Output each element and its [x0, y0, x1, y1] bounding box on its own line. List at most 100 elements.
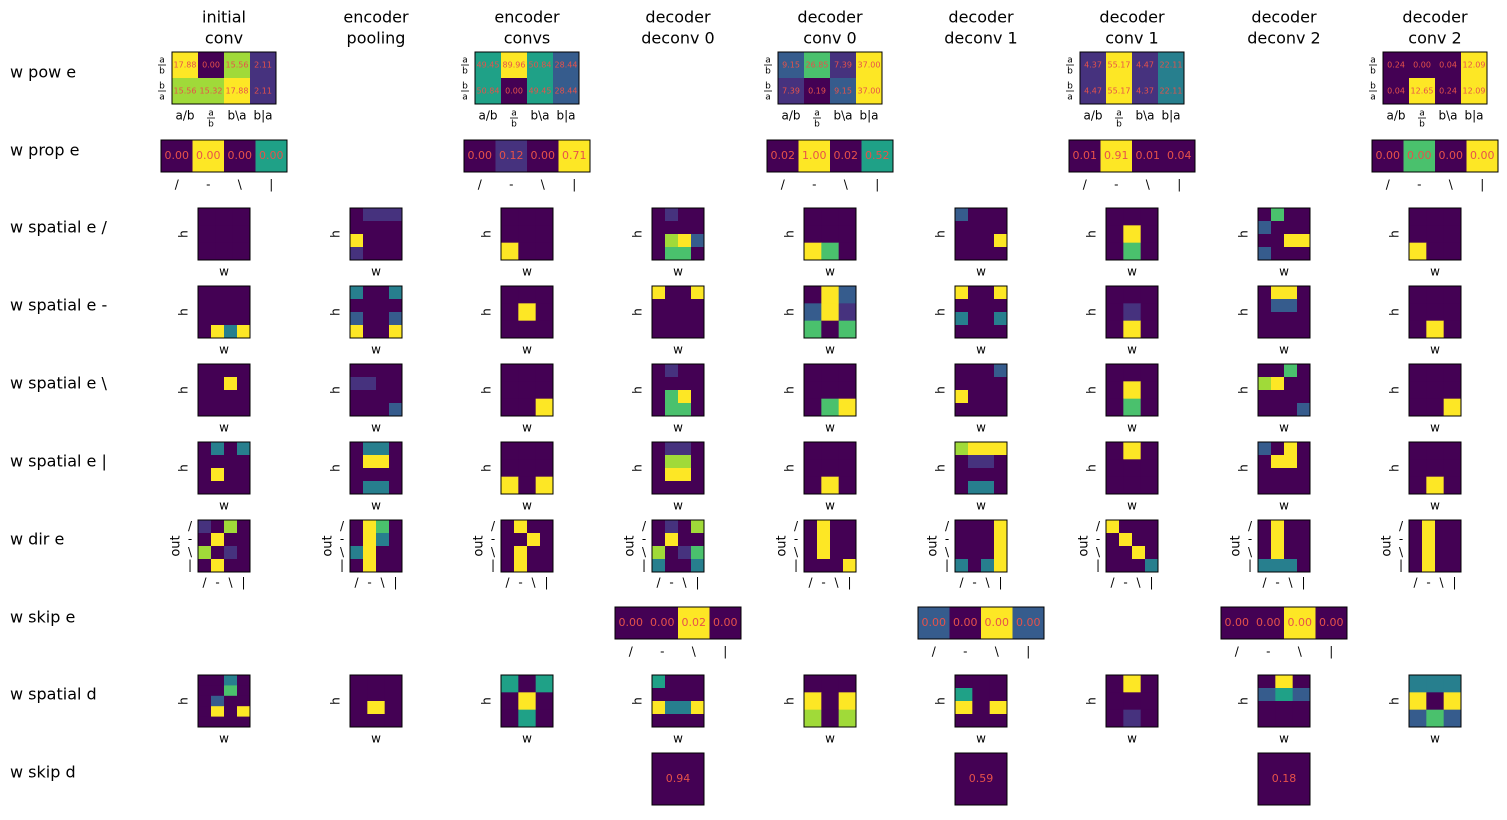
w_dir_e-decoder_conv1-cell-1-2	[1132, 533, 1146, 547]
w_spatial_d-encoder_convs-cell-1-0	[501, 692, 519, 711]
w_spatial_e_dash-decoder_deconv2-cell-3-3	[1297, 325, 1311, 339]
w_pow_e-decoder_conv2-frame	[1382, 51, 1488, 105]
w_spatial_e_slash-encoder_pooling-cell-1-0	[350, 221, 364, 235]
w_pow_e-decoder_conv2-cell-0-0	[1383, 52, 1410, 79]
w_spatial_e_dash-decoder_deconv2-cell-2-2	[1284, 312, 1298, 326]
w_spatial_e_backslash-encoder_pooling-cell-0-2	[376, 364, 390, 378]
w_spatial_e_backslash-decoder_conv0-cell-0-2	[838, 364, 857, 382]
w_spatial_e_dash-decoder_deconv0-frame	[651, 285, 705, 339]
w_prop_e-encoder_convs-cell-3	[558, 140, 591, 172]
w_spatial_e_backslash-initial_conv-xlabel: w	[219, 421, 229, 435]
w_spatial_e_slash-decoder_deconv1-cell-3-3	[994, 247, 1008, 261]
w_dir_e-initial_conv-cell-1-1	[211, 533, 225, 547]
w_dir_e-encoder_convs-xtick-1: -	[518, 576, 522, 590]
w_dir_e-encoder_pooling-cell-0-0	[350, 520, 364, 534]
w_pow_e-encoder_convs-value-1-3: 28.44	[555, 87, 578, 96]
w_pow_e-decoder_conv2-value-0-0: 0.24	[1387, 61, 1405, 70]
w_spatial_e_pipe-decoder_deconv0-cell-3-3	[691, 481, 705, 495]
w_pow_e-decoder_conv1-ytick-1: ba	[1066, 82, 1074, 103]
w_spatial_e_backslash-initial_conv-cell-0-2	[224, 364, 238, 378]
w_pow_e-encoder_convs-ytick-0-num: a	[462, 56, 468, 66]
w_prop_e-decoder_conv2-cell-1	[1403, 140, 1436, 172]
w_spatial_e_pipe-decoder_deconv0-cell-2-1	[665, 468, 679, 482]
w_spatial_e_pipe-decoder_conv1-cell-0-0	[1106, 442, 1124, 460]
w_spatial_e_backslash-decoder_conv1-cell-2-2	[1140, 398, 1159, 417]
w_spatial_e_pipe-decoder_conv0-frame	[803, 441, 857, 495]
w_spatial_e_backslash-encoder_convs: wh	[480, 363, 554, 435]
w_dir_e-encoder_convs-ytick-0: /	[491, 519, 496, 533]
w_spatial_e_pipe-decoder_conv0-cell-0-1	[821, 442, 840, 460]
w_spatial_e_dash-initial_conv-cell-0-2	[224, 286, 238, 300]
w_spatial_d-decoder_conv1-cell-0-2	[1140, 675, 1159, 693]
w_spatial_e_pipe-encoder_convs-cell-1-0	[501, 459, 519, 478]
w_spatial_e_dash-initial_conv-cell-1-0	[198, 299, 212, 313]
w_prop_e-encoder_convs-xtick-0: /	[478, 178, 483, 192]
w_spatial_e_pipe-decoder_deconv2-cell-0-0	[1258, 442, 1272, 456]
w_spatial_d-encoder_pooling-xlabel: w	[371, 732, 381, 746]
w_spatial_d-initial_conv-cell-1-1	[211, 685, 225, 697]
w_spatial_e_backslash-encoder_convs-frame	[500, 363, 554, 417]
w_spatial_e_pipe-decoder_conv0-cell-2-1	[821, 476, 840, 495]
w_pow_e-encoder_convs-cell-1-3	[553, 78, 580, 105]
w_skip_e-decoder_deconv1-cell-2	[981, 607, 1013, 639]
w_skip_e-decoder_deconv1-xtick-2: \	[995, 645, 1000, 659]
w_dir_e-decoder_conv1-cell-0-0	[1106, 520, 1120, 534]
w_spatial_e_pipe-decoder_deconv0-cell-1-3	[691, 455, 705, 469]
w_pow_e-decoder_conv2-value-1-1: 12.65	[1411, 87, 1434, 96]
w_spatial_e_slash-decoder_deconv1-cell-0-2	[981, 208, 995, 222]
w_pow_e-decoder_conv0-ytick-1: ba	[764, 82, 772, 103]
w_prop_e-decoder_conv2-cell-3	[1466, 140, 1499, 172]
w_prop_e-decoder_conv2-xtick-3: |	[1480, 178, 1484, 192]
w_dir_e-encoder_pooling-cell-0-1	[363, 520, 377, 534]
w_pow_e-decoder_conv1-ytick-0: ab	[1066, 56, 1074, 77]
w_dir_e-decoder_deconv0-cell-3-1	[665, 559, 679, 573]
w_spatial_e_slash-decoder_conv2-cell-0-1	[1426, 208, 1445, 226]
w_pow_e-decoder_conv0-xtick-1-den: b	[814, 120, 820, 130]
row-label-w_spatial_d: w spatial d	[10, 685, 97, 704]
w_pow_e-encoder_convs-cell-0-2	[527, 52, 554, 79]
w_spatial_e_slash-decoder_deconv0-cell-1-1	[665, 221, 679, 235]
w_spatial_e_dash-decoder_deconv0-cell-0-1	[665, 286, 679, 300]
w_spatial_e_dash-decoder_deconv2-cell-1-2	[1284, 299, 1298, 313]
w_spatial_d-decoder_conv2: wh	[1388, 674, 1462, 746]
col-title-initial_conv-l1: initial	[202, 8, 246, 27]
w_spatial_e_dash-decoder_deconv1-cell-3-2	[981, 325, 995, 339]
w_spatial_e_dash-encoder_pooling-cell-2-1	[363, 312, 377, 326]
w_spatial_e_dash-decoder_conv0-cell-2-1	[821, 320, 840, 339]
w_spatial_d-decoder_deconv1-cell-0-2	[989, 675, 1008, 689]
w_spatial_e_slash-encoder_convs-cell-1-1	[518, 225, 537, 244]
w_prop_e-decoder_conv1-xtick-1: -	[1114, 178, 1118, 192]
w_dir_e-initial_conv-ylabel: out	[169, 535, 184, 556]
w_skip_e-decoder_deconv0-cell-1	[646, 607, 679, 639]
w_spatial_e_backslash-initial_conv-ylabel: h	[177, 386, 191, 394]
w_spatial_e_backslash-initial_conv-cell-0-3	[237, 364, 251, 378]
w_dir_e-encoder_pooling: //--\\||out	[321, 519, 403, 590]
w_spatial_e_pipe-decoder_conv0-cell-0-0	[804, 442, 822, 460]
w_pow_e-decoder_conv0-xtick-1-num: a	[814, 109, 820, 119]
w_spatial_d-decoder_conv0-cell-1-1	[821, 692, 840, 711]
w_spatial_e_backslash-decoder_deconv2-cell-3-3	[1297, 403, 1311, 417]
w_spatial_d-initial_conv-cell-4-3	[237, 716, 251, 728]
w_spatial_e_pipe-encoder_convs-cell-0-0	[501, 442, 519, 460]
w_spatial_e_dash-encoder_convs-xlabel: w	[522, 343, 532, 357]
w_dir_e-decoder_deconv2-cell-0-1	[1271, 520, 1285, 534]
w_spatial_e_slash-decoder_deconv1-ylabel: h	[934, 230, 948, 238]
w_dir_e-decoder_deconv0: //--\\||out	[623, 519, 705, 590]
w_pow_e-initial_conv-value-0-1: 0.00	[202, 61, 220, 70]
w_prop_e-decoder_conv2-xtick-1: -	[1417, 178, 1421, 192]
w_skip_d-decoder_deconv0-value: 0.94	[666, 772, 691, 785]
w_pow_e-decoder_conv0-cell-1-0	[778, 78, 805, 105]
w_pow_e-decoder_conv2-cell-1-3	[1461, 78, 1488, 105]
w_spatial_e_pipe-initial_conv-cell-0-0	[198, 442, 212, 456]
w_pow_e-initial_conv-cell-0-2	[224, 52, 251, 79]
w_dir_e-decoder_conv2-ytick-1: -	[1399, 532, 1403, 546]
w_spatial_e_dash-encoder_pooling-cell-0-3	[389, 286, 403, 300]
w_prop_e-decoder_conv0-xtick-3: |	[875, 178, 879, 192]
w_skip_e-decoder_deconv0-xtick-2: \	[692, 645, 697, 659]
w_spatial_e_pipe-decoder_deconv2-ylabel: h	[1237, 464, 1251, 472]
w_spatial_e_pipe-decoder_conv2-cell-0-2	[1443, 442, 1462, 460]
w_spatial_e_backslash-decoder_deconv2-cell-3-1	[1271, 403, 1285, 417]
w_skip_e-decoder_deconv2-cell-0	[1221, 607, 1253, 639]
w_skip_e-decoder_deconv2-cell-2	[1284, 607, 1316, 639]
w_spatial_d-decoder_deconv2-cell-3-1	[1275, 714, 1294, 728]
